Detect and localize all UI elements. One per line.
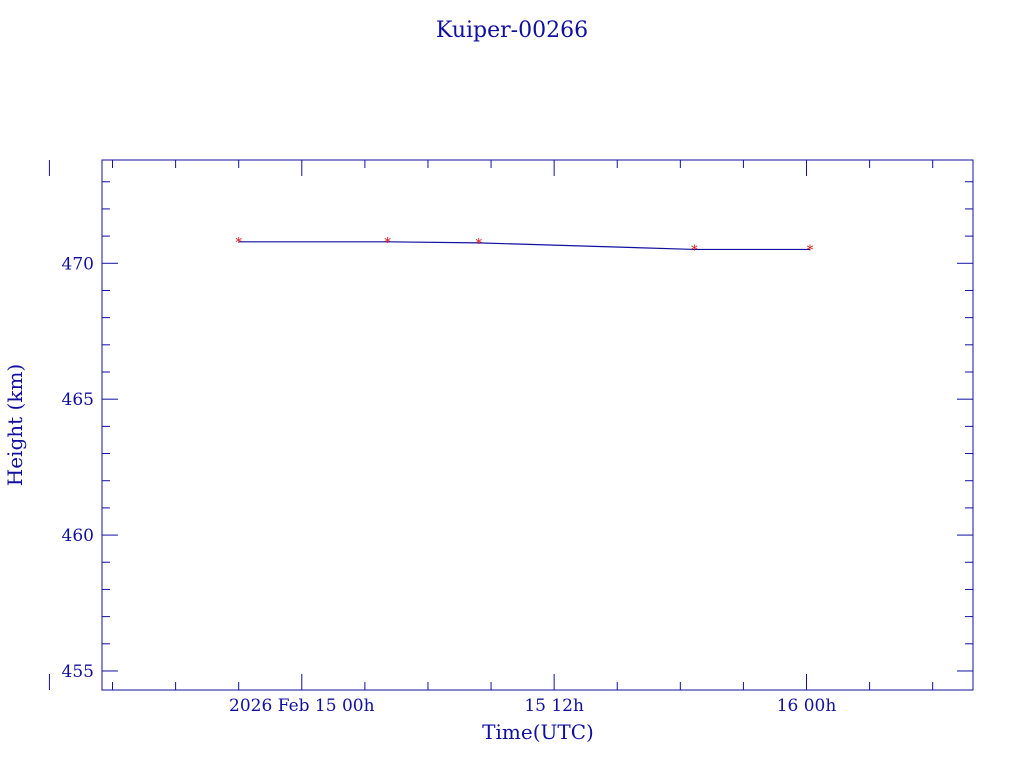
y-tick-label: 470 (62, 254, 94, 274)
data-point: * (235, 236, 242, 251)
data-point: * (807, 243, 814, 258)
y-tick-label: 460 (62, 526, 94, 546)
x-axis-label: Time(UTC) (482, 720, 594, 744)
plot-frame (101, 159, 974, 691)
chart-title: Kuiper-00266 (436, 18, 588, 43)
data-point: * (384, 236, 391, 251)
y-tick-label: 455 (62, 662, 94, 682)
y-axis-label: Height (km) (3, 364, 27, 486)
x-tick-label: 2026 Feb 15 00h (229, 696, 375, 716)
x-tick-label: 16 00h (777, 696, 837, 716)
y-tick-label: 465 (62, 390, 94, 410)
x-tick-label: 15 12h (524, 696, 584, 716)
data-point: * (476, 237, 483, 252)
data-point: * (691, 243, 698, 258)
series-line (238, 241, 811, 251)
